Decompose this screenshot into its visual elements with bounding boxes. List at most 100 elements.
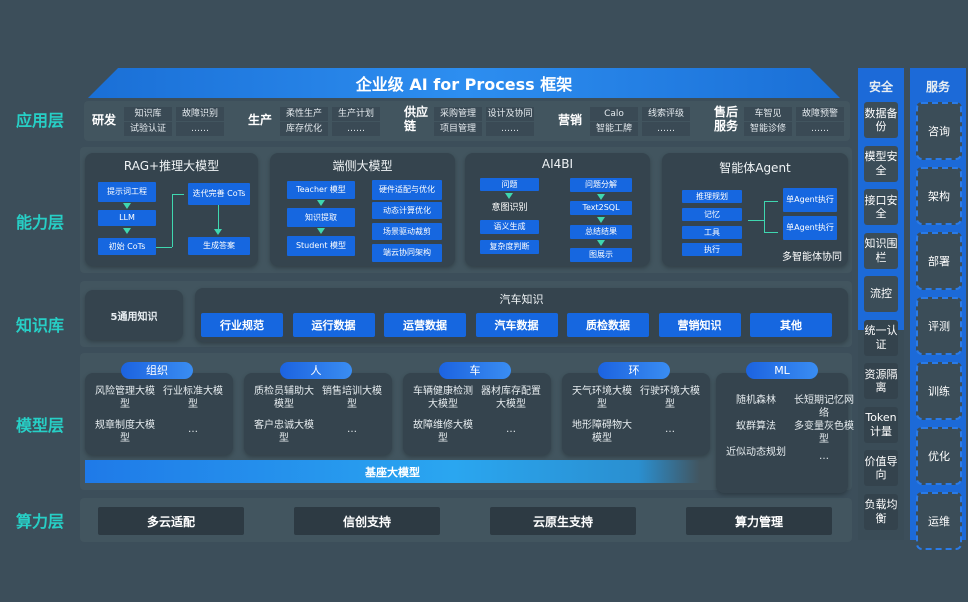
ai4bi-box[interactable]: 图展示 (570, 248, 632, 262)
agent-box[interactable]: 工具 (682, 226, 742, 239)
security-item[interactable]: Token计量 (864, 406, 898, 443)
model-item[interactable]: 随机森林 (736, 395, 776, 406)
security-item[interactable]: 负载均衡 (864, 493, 898, 530)
knowledge-item[interactable]: 其他 (750, 313, 832, 337)
app-item[interactable]: …… (176, 122, 224, 136)
edge-box[interactable]: 硬件适配与优化 (372, 180, 442, 200)
security-item[interactable]: 流控 (864, 276, 898, 312)
model-item[interactable]: 近似动态规划 (726, 447, 786, 458)
security-item[interactable]: 价值导向 (864, 450, 898, 486)
model-item[interactable]: 行驶环境大模型 (640, 386, 700, 410)
agent-box[interactable]: 单Agent执行 (783, 188, 837, 212)
security-item[interactable]: 统一认证 (864, 319, 898, 356)
edge-box[interactable]: Teacher 模型 (287, 181, 355, 199)
ai4bi-box[interactable]: 问题分解 (570, 178, 632, 192)
model-item[interactable]: 地形障碍物大模型 (572, 420, 632, 444)
more-ellipsis[interactable]: … (188, 424, 198, 435)
more-ellipsis[interactable]: … (665, 424, 675, 435)
app-item[interactable]: 线索评级 (642, 107, 690, 121)
app-item[interactable]: 车智见 (744, 107, 792, 121)
app-item[interactable]: 故障预警 (796, 107, 844, 121)
model-item[interactable]: 器材库存配置大模型 (481, 386, 541, 410)
model-item[interactable]: 销售培训大模型 (322, 386, 382, 410)
edge-box[interactable]: Student 模型 (287, 236, 355, 256)
knowledge-item[interactable]: 运营数据 (384, 313, 466, 337)
auto-knowledge-title: 汽车知识 (499, 293, 544, 306)
service-item[interactable]: 架构 (916, 167, 962, 225)
knowledge-item[interactable]: 行业规范 (201, 313, 283, 337)
rag-box[interactable]: 初始 CoTs (98, 238, 156, 255)
service-item[interactable]: 咨询 (916, 102, 962, 160)
app-item[interactable]: …… (332, 122, 380, 136)
service-item[interactable]: 评测 (916, 297, 962, 355)
model-item[interactable]: 风险管理大模型 (95, 386, 155, 410)
ai4bi-box[interactable]: 问题 (480, 178, 539, 191)
model-item[interactable]: 规章制度大模型 (95, 420, 155, 444)
security-item[interactable]: 知识围栏 (864, 232, 898, 269)
app-item[interactable]: …… (642, 122, 690, 136)
security-item[interactable]: 模型安全 (864, 145, 898, 182)
service-item[interactable]: 部署 (916, 232, 962, 290)
compute-item[interactable]: 信创支持 (294, 507, 440, 535)
ai4bi-box[interactable]: 总结结果 (570, 225, 632, 239)
knowledge-item[interactable]: 汽车数据 (475, 313, 558, 337)
ai4bi-box[interactable]: 语义生成 (480, 220, 539, 234)
model-item[interactable]: 天气环境大模型 (572, 386, 632, 410)
edge-box[interactable]: 端云协同架构 (372, 244, 442, 262)
more-ellipsis[interactable]: … (819, 451, 829, 462)
knowledge-item[interactable]: 质检数据 (567, 313, 649, 337)
rag-box[interactable]: 生成答案 (188, 237, 250, 255)
app-item[interactable]: 库存优化 (280, 122, 328, 136)
app-item[interactable]: 智能工牌 (590, 122, 638, 136)
app-item[interactable]: Calo (590, 107, 638, 121)
compute-item[interactable]: 多云适配 (98, 507, 244, 535)
security-item[interactable]: 资源隔离 (864, 363, 898, 399)
layer-label-knowledge: 知识库 (15, 316, 64, 335)
edge-box[interactable]: 场景驱动裁剪 (372, 223, 442, 240)
agent-box[interactable]: 推理规划 (682, 190, 742, 203)
security-item[interactable]: 数据备份 (864, 102, 898, 138)
compute-item[interactable]: 云原生支持 (490, 507, 636, 535)
compute-item[interactable]: 算力管理 (686, 507, 832, 535)
agent-box[interactable]: 记忆 (682, 208, 742, 221)
model-item[interactable]: 车辆健康检测大模型 (413, 386, 473, 410)
app-item[interactable]: 故障识别 (176, 107, 224, 121)
knowledge-item[interactable]: 营销知识 (658, 313, 741, 337)
model-item[interactable]: 故障维修大模型 (413, 420, 473, 444)
more-ellipsis[interactable]: … (506, 424, 516, 435)
model-item[interactable]: 客户忠诚大模型 (254, 420, 314, 444)
app-item[interactable]: 柔性生产 (280, 107, 328, 121)
ai4bi-box[interactable]: 复杂度判断 (480, 240, 539, 254)
app-item[interactable]: …… (796, 122, 844, 136)
security-item[interactable]: 接口安全 (864, 189, 898, 225)
app-item[interactable]: …… (486, 122, 534, 136)
agent-box[interactable]: 单Agent执行 (783, 216, 837, 240)
service-item[interactable]: 运维 (916, 492, 962, 550)
app-item[interactable]: 试验认证 (124, 122, 172, 136)
app-item[interactable]: 智能诊修 (744, 122, 792, 136)
app-item[interactable]: 采购管理 (434, 107, 482, 121)
model-item[interactable]: 长短期记忆网络 (794, 395, 854, 419)
app-item[interactable]: 知识库 (124, 107, 172, 121)
model-item[interactable]: 蚁群算法 (736, 421, 776, 432)
model-item[interactable]: 多变量灰色模型 (794, 421, 854, 445)
more-ellipsis[interactable]: … (347, 424, 357, 435)
model-group-pill: ML (746, 362, 818, 379)
model-item[interactable]: 行业标准大模型 (163, 386, 223, 410)
service-item[interactable]: 训练 (916, 362, 962, 420)
app-item[interactable]: 项目管理 (434, 122, 482, 136)
ai4bi-box[interactable]: Text2SQL (570, 201, 632, 215)
rag-box[interactable]: 提示词工程 (98, 182, 156, 202)
app-item[interactable]: 生产计划 (332, 107, 380, 121)
knowledge-item[interactable]: 运行数据 (292, 313, 375, 337)
model-item[interactable]: 质检员辅助大模型 (254, 386, 314, 410)
rag-box[interactable]: LLM (98, 210, 156, 226)
layer-label-capability: 能力层 (15, 213, 64, 232)
general-knowledge-label: 5通用知识 (110, 311, 158, 323)
edge-box[interactable]: 动态计算优化 (372, 202, 442, 219)
rag-box[interactable]: 迭代完善 CoTs (188, 183, 250, 205)
agent-box[interactable]: 执行 (682, 243, 742, 256)
edge-box[interactable]: 知识提取 (287, 208, 355, 227)
app-item[interactable]: 设计及协同 (486, 107, 534, 121)
service-item[interactable]: 优化 (916, 427, 962, 485)
